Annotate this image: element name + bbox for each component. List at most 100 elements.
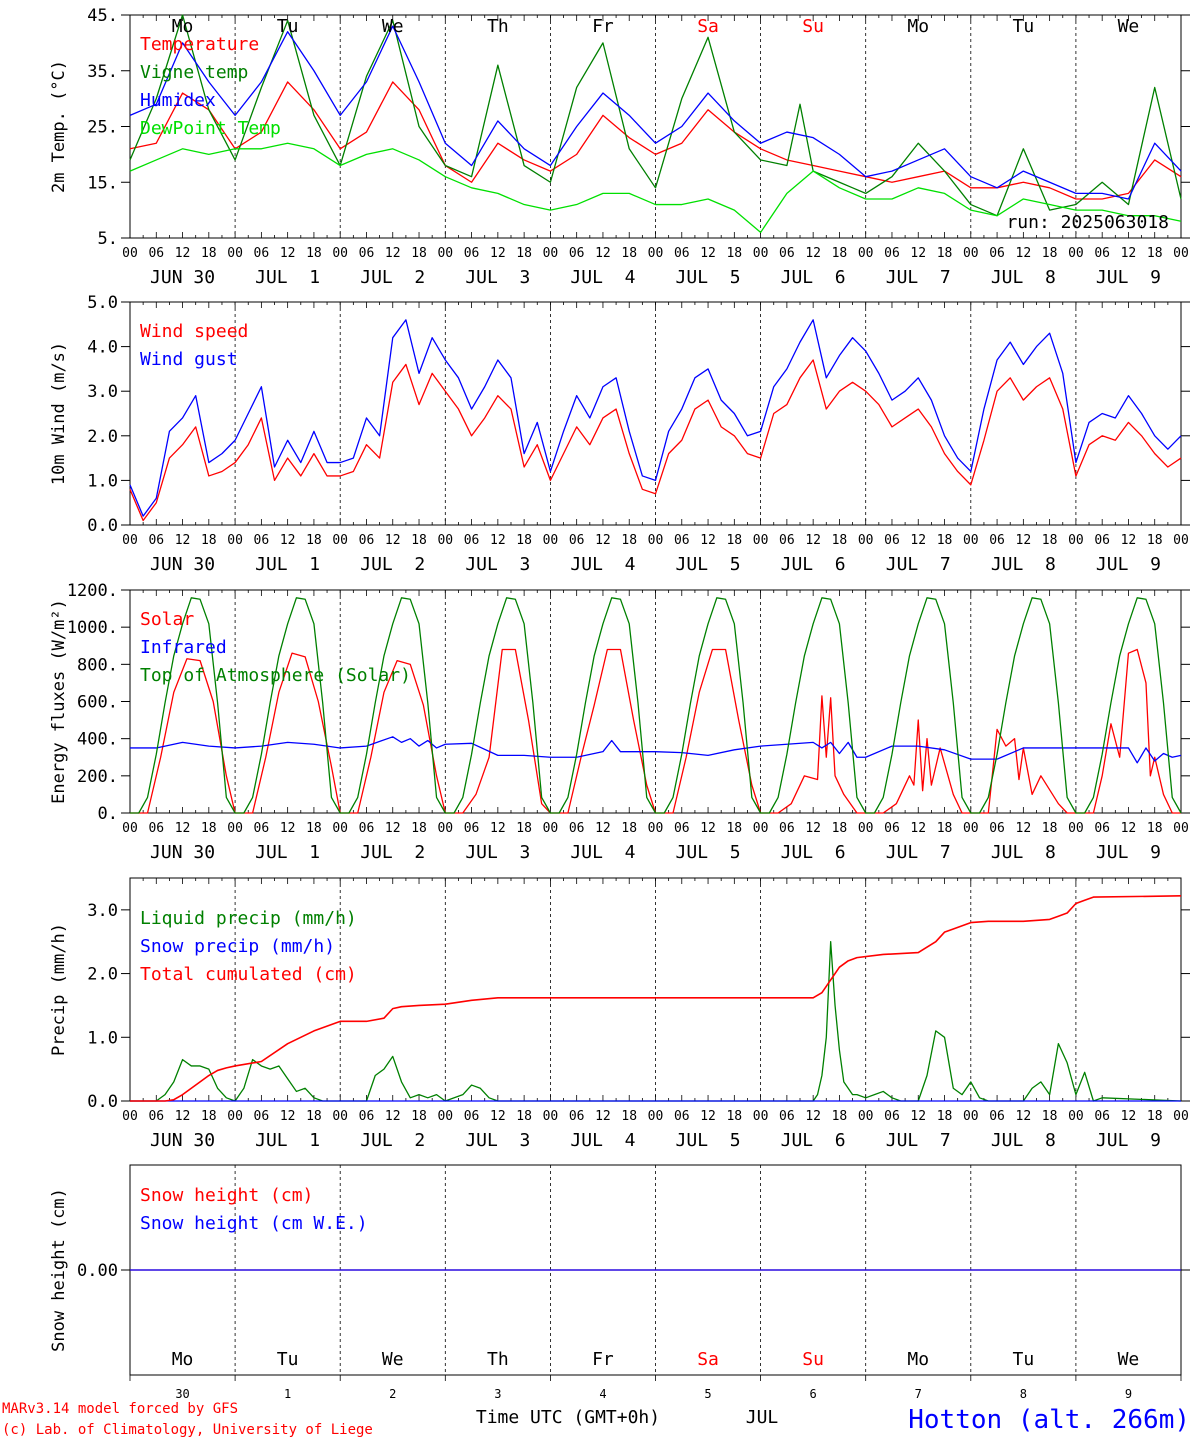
hour-label: 18 bbox=[201, 533, 217, 548]
hour-label: 00 bbox=[753, 1109, 769, 1124]
day-number: 1 bbox=[284, 1387, 291, 1401]
hour-label: 12 bbox=[175, 821, 191, 836]
hour-label: 00 bbox=[437, 1109, 453, 1124]
weekday-label: Mo bbox=[172, 1349, 194, 1370]
hour-label: 00 bbox=[437, 246, 453, 261]
legend-entry: Snow precip (mm/h) bbox=[140, 936, 335, 957]
date-label: JUL 6 bbox=[781, 842, 846, 863]
hour-label: 18 bbox=[1147, 821, 1163, 836]
date-label: JUL 9 bbox=[1096, 1130, 1161, 1151]
hour-label: 12 bbox=[385, 533, 401, 548]
hour-label: 06 bbox=[989, 821, 1005, 836]
hour-label: 18 bbox=[306, 821, 322, 836]
hour-label: 00 bbox=[227, 246, 243, 261]
day-number: 4 bbox=[599, 1387, 606, 1401]
hour-label: 00 bbox=[122, 246, 138, 261]
y-tick-label: 3.0 bbox=[87, 382, 118, 402]
date-label: JUL 4 bbox=[570, 842, 635, 863]
panel-2: 00 06 12 18 00 06 12 18 00 06 12 18 00 06 12 18 00 06 12 18… bbox=[49, 293, 1190, 575]
hour-label: 18 bbox=[832, 533, 848, 548]
hour-label: 18 bbox=[937, 533, 953, 548]
weekday-label: Tu bbox=[277, 16, 299, 37]
hour-label: 06 bbox=[674, 246, 690, 261]
y-tick-label: 200. bbox=[77, 767, 118, 787]
legend-entry: Snow height (cm W.E.) bbox=[140, 1213, 368, 1234]
hour-label: 06 bbox=[254, 533, 270, 548]
hour-label: 00 bbox=[1173, 1109, 1189, 1124]
hour-label: 06 bbox=[254, 821, 270, 836]
day-number: 7 bbox=[915, 1387, 922, 1401]
date-label: JUL 2 bbox=[360, 1130, 425, 1151]
hour-label: 12 bbox=[1016, 1109, 1032, 1124]
date-label: JUL 6 bbox=[781, 554, 846, 575]
footer: MARv3.14 model forced by GFS (c) Lab. of … bbox=[2, 1401, 1190, 1438]
date-label: JUL 3 bbox=[465, 267, 530, 288]
hour-label: 12 bbox=[595, 246, 611, 261]
y-tick-label: 1.0 bbox=[87, 1028, 118, 1048]
hour-label: 00 bbox=[332, 533, 348, 548]
weekday-label: Tu bbox=[277, 1349, 299, 1370]
hour-label: 00 bbox=[122, 821, 138, 836]
hour-label: 18 bbox=[621, 533, 637, 548]
hour-label: 12 bbox=[1016, 246, 1032, 261]
legend-entry: Snow height (cm) bbox=[140, 1185, 313, 1206]
hour-label: 12 bbox=[280, 1109, 296, 1124]
hour-label: 00 bbox=[858, 246, 874, 261]
y-tick-label: 400. bbox=[77, 730, 118, 750]
hour-label: 12 bbox=[385, 1109, 401, 1124]
hour-label: 12 bbox=[1121, 533, 1137, 548]
hour-label: 00 bbox=[648, 1109, 664, 1124]
hour-label: 00 bbox=[963, 533, 979, 548]
run-annotation: run: 2025063018 bbox=[1006, 212, 1169, 233]
hour-label: 18 bbox=[1147, 1109, 1163, 1124]
hour-label: 18 bbox=[1042, 533, 1058, 548]
hour-label: 00 bbox=[1068, 1109, 1084, 1124]
hour-label: 12 bbox=[1121, 246, 1137, 261]
weekday-label: Th bbox=[487, 16, 509, 37]
hour-label: 18 bbox=[516, 533, 532, 548]
date-label: JUL 3 bbox=[465, 554, 530, 575]
hour-label: 18 bbox=[1042, 821, 1058, 836]
hour-label: 06 bbox=[359, 1109, 375, 1124]
hour-label: 12 bbox=[595, 1109, 611, 1124]
hour-label: 12 bbox=[280, 821, 296, 836]
hour-label: 18 bbox=[201, 246, 217, 261]
hour-label: 12 bbox=[700, 533, 716, 548]
month-label: JUL bbox=[746, 1407, 779, 1428]
weekday-label: We bbox=[382, 1349, 404, 1370]
hour-label: 06 bbox=[254, 246, 270, 261]
hour-label: 12 bbox=[490, 1109, 506, 1124]
hour-label: 18 bbox=[411, 1109, 427, 1124]
hour-label: 12 bbox=[910, 246, 926, 261]
date-label: JUL 9 bbox=[1096, 842, 1161, 863]
day-number: 3 bbox=[494, 1387, 501, 1401]
hour-label: 18 bbox=[1147, 533, 1163, 548]
hour-label: 00 bbox=[648, 246, 664, 261]
hour-label: 06 bbox=[569, 533, 585, 548]
weekday-label: Su bbox=[802, 1349, 824, 1370]
hour-label: 00 bbox=[1173, 246, 1189, 261]
hour-label: 00 bbox=[227, 821, 243, 836]
date-label: JUL 3 bbox=[465, 842, 530, 863]
panel-1: 00 06 12 18 00 06 12 18 00 06 12 18 00 06 12 18 00 06 12 18… bbox=[49, 6, 1190, 288]
hour-label: 12 bbox=[595, 821, 611, 836]
date-label: JUL 2 bbox=[360, 842, 425, 863]
hour-label: 00 bbox=[1068, 821, 1084, 836]
y-tick-label: 4.0 bbox=[87, 338, 118, 358]
hour-label: 00 bbox=[1173, 821, 1189, 836]
hour-label: 18 bbox=[306, 533, 322, 548]
weekday-label: Sa bbox=[697, 16, 719, 37]
y-tick-label: 1.0 bbox=[87, 471, 118, 491]
series-line bbox=[130, 895, 1182, 1102]
hour-label: 00 bbox=[543, 246, 559, 261]
hour-label: 12 bbox=[490, 246, 506, 261]
hour-label: 18 bbox=[832, 246, 848, 261]
hour-label: 06 bbox=[464, 533, 480, 548]
day-number: 9 bbox=[1125, 1387, 1132, 1401]
hour-label: 18 bbox=[201, 1109, 217, 1124]
hour-label: 00 bbox=[122, 1109, 138, 1124]
hour-label: 06 bbox=[359, 246, 375, 261]
y-tick-label: 5. bbox=[98, 229, 118, 249]
hour-label: 06 bbox=[1094, 1109, 1110, 1124]
hour-label: 00 bbox=[122, 533, 138, 548]
